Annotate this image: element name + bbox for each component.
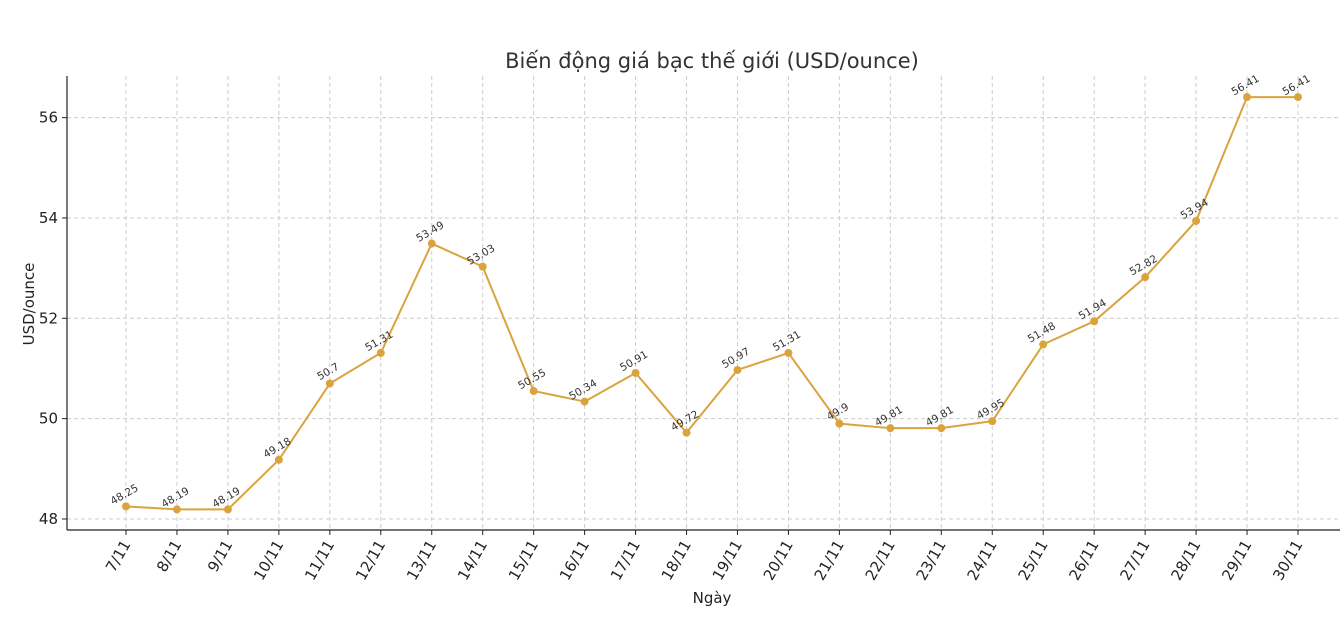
data-point (1141, 273, 1150, 282)
y-tick-label: 56 (39, 109, 58, 127)
data-point (988, 417, 997, 426)
data-point (325, 379, 334, 388)
data-point (682, 428, 691, 437)
data-point (835, 419, 844, 428)
x-axis-label: Ngày (693, 589, 732, 607)
x-tick-label: 13/11 (403, 537, 440, 583)
x-tick-label: 16/11 (556, 537, 593, 583)
x-tick-label: 7/11 (102, 537, 134, 575)
x-tick-label: 8/11 (153, 537, 185, 575)
data-point (1192, 216, 1201, 225)
x-tick-label: 18/11 (658, 537, 695, 583)
x-tick-label: 17/11 (607, 537, 644, 583)
series-silver-price (122, 93, 1302, 514)
x-tick-label: 22/11 (862, 537, 899, 583)
x-tick-label: 28/11 (1167, 537, 1204, 583)
x-tick-label: 10/11 (250, 537, 287, 583)
x-tick-label: 29/11 (1218, 537, 1255, 583)
y-ticks: 48 50 52 54 56 (39, 109, 67, 528)
x-tick-label: 19/11 (709, 537, 746, 583)
grid-lines (67, 76, 1340, 530)
data-label: 49.9 (825, 401, 851, 423)
x-tick-label: 9/11 (204, 537, 236, 575)
x-tick-label: 11/11 (301, 537, 338, 583)
data-point (478, 262, 487, 271)
data-point (172, 505, 181, 514)
data-point (1294, 93, 1302, 102)
data-point (1090, 317, 1099, 326)
data-point (580, 397, 589, 406)
x-tick-label: 20/11 (760, 537, 797, 583)
data-point (529, 387, 538, 396)
y-tick-label: 50 (39, 410, 58, 428)
x-tick-label: 26/11 (1065, 537, 1102, 583)
x-tick-label: 12/11 (352, 537, 389, 583)
data-labels: 48.25 48.19 48.1949.1850.751.3153.4953.035… (108, 73, 1312, 511)
x-tick-label: 30/11 (1269, 537, 1306, 583)
chart-title: Biến động giá bạc thế giới (USD/ounce) (505, 49, 919, 73)
data-point (886, 424, 895, 433)
data-point (427, 239, 436, 248)
x-tick-label: 24/11 (964, 537, 1001, 583)
x-tick-label: 23/11 (913, 537, 950, 583)
data-point (122, 502, 130, 511)
data-point (784, 348, 793, 357)
x-tick-label: 21/11 (811, 537, 848, 583)
x-tick-label: 15/11 (505, 537, 542, 583)
y-tick-label: 54 (39, 209, 58, 227)
x-tick-label: 14/11 (454, 537, 491, 583)
data-point (1243, 93, 1252, 102)
x-ticks: 7/11 8/11 9/11 10/11 11/11 12/11 13/11 14/11 15/… (102, 530, 1306, 583)
y-axis-label: USD/ounce (20, 263, 38, 346)
series-line (125, 96, 1298, 511)
data-point (1039, 340, 1048, 349)
data-point (733, 365, 742, 374)
data-point (631, 368, 640, 377)
y-tick-label: 52 (39, 309, 58, 327)
data-point (274, 455, 283, 464)
data-point (937, 424, 946, 433)
axes (66, 76, 1340, 531)
data-point (376, 348, 385, 357)
x-tick-label: 25/11 (1014, 537, 1051, 583)
data-point (223, 505, 232, 514)
y-tick-label: 48 (39, 510, 58, 528)
x-tick-label: 27/11 (1116, 537, 1153, 583)
